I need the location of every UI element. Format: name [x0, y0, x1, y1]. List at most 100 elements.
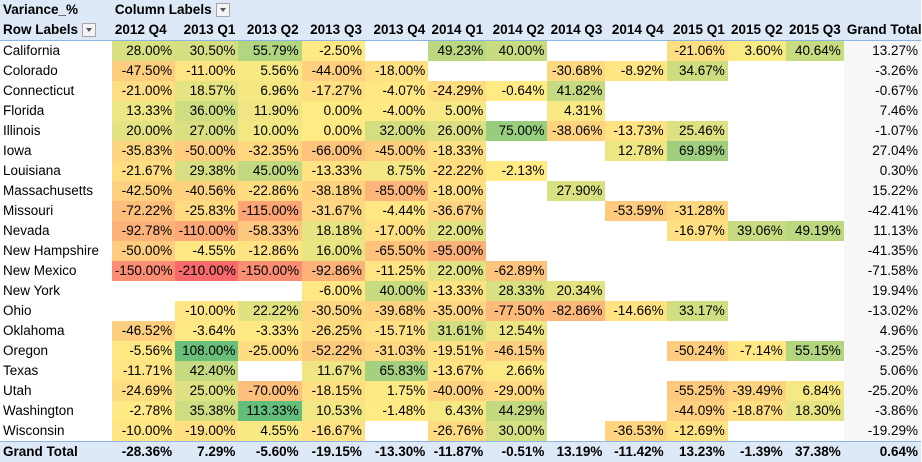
value-cell[interactable]: -115.00% [238, 201, 301, 221]
value-cell[interactable] [605, 101, 666, 121]
grand-total-cell[interactable]: 13.19% [547, 442, 605, 462]
value-cell[interactable]: -47.50% [112, 61, 175, 81]
value-cell[interactable]: 40.64% [786, 41, 844, 62]
value-cell[interactable]: 0.00% [302, 121, 365, 141]
column-filter-dropdown-icon[interactable] [216, 3, 230, 17]
value-cell[interactable]: -95.00% [428, 241, 486, 261]
value-cell[interactable] [547, 341, 605, 361]
value-cell[interactable] [605, 321, 666, 341]
value-cell[interactable] [547, 161, 605, 181]
value-cell[interactable]: -22.86% [238, 181, 301, 201]
value-cell[interactable] [786, 161, 844, 181]
value-cell[interactable] [486, 141, 547, 161]
value-cell[interactable]: -36.53% [605, 421, 666, 442]
value-cell[interactable]: -4.55% [175, 241, 238, 261]
value-cell[interactable]: 34.67% [667, 61, 728, 81]
value-cell[interactable]: -70.00% [238, 381, 301, 401]
value-cell[interactable]: -4.44% [365, 201, 428, 221]
row-grand-total-cell[interactable]: 27.04% [844, 141, 921, 161]
value-cell[interactable] [786, 101, 844, 121]
value-cell[interactable]: -0.64% [486, 81, 547, 101]
value-cell[interactable] [605, 161, 666, 181]
value-cell[interactable]: -44.00% [302, 61, 365, 81]
value-cell[interactable]: -3.64% [175, 321, 238, 341]
value-cell[interactable]: -39.68% [365, 301, 428, 321]
value-cell[interactable]: -3.33% [238, 321, 301, 341]
value-cell[interactable]: -82.86% [547, 301, 605, 321]
value-cell[interactable]: -66.00% [302, 141, 365, 161]
value-cell[interactable]: -19.51% [428, 341, 486, 361]
row-grand-total-cell[interactable]: -0.67% [844, 81, 921, 101]
value-cell[interactable]: 10.53% [302, 401, 365, 421]
value-cell[interactable]: 27.90% [547, 181, 605, 201]
value-cell[interactable]: -15.71% [365, 321, 428, 341]
value-cell[interactable]: 25.00% [175, 381, 238, 401]
row-grand-total-cell[interactable]: -25.20% [844, 381, 921, 401]
value-cell[interactable]: -10.00% [175, 301, 238, 321]
value-cell[interactable]: 35.38% [175, 401, 238, 421]
row-grand-total-cell[interactable]: -42.41% [844, 201, 921, 221]
value-cell[interactable]: -62.89% [486, 261, 547, 281]
value-cell[interactable] [667, 281, 728, 301]
row-grand-total-cell[interactable]: 7.46% [844, 101, 921, 121]
row-label[interactable]: California [0, 41, 112, 62]
value-cell[interactable]: 22.00% [428, 221, 486, 241]
row-grand-total-cell[interactable]: -3.25% [844, 341, 921, 361]
value-cell[interactable] [786, 241, 844, 261]
value-cell[interactable]: -6.00% [302, 281, 365, 301]
row-filter-dropdown-icon[interactable] [82, 23, 96, 37]
value-cell[interactable] [486, 201, 547, 221]
row-label[interactable]: New York [0, 281, 112, 301]
value-cell[interactable]: -24.29% [428, 81, 486, 101]
value-cell[interactable]: -25.83% [175, 201, 238, 221]
value-cell[interactable] [547, 241, 605, 261]
value-cell[interactable] [547, 321, 605, 341]
value-cell[interactable]: 29.38% [175, 161, 238, 181]
row-label[interactable]: Wisconsin [0, 421, 112, 442]
value-cell[interactable]: -13.73% [605, 121, 666, 141]
grand-total-label[interactable]: Grand Total [0, 442, 112, 462]
value-cell[interactable]: 55.15% [786, 341, 844, 361]
value-cell[interactable]: 33.17% [667, 301, 728, 321]
grand-total-cell[interactable]: 13.23% [667, 442, 728, 462]
value-cell[interactable] [728, 61, 786, 81]
value-cell[interactable]: -210.00% [175, 261, 238, 281]
value-cell[interactable] [605, 81, 666, 101]
value-cell[interactable]: -2.13% [486, 161, 547, 181]
value-cell[interactable]: -14.66% [605, 301, 666, 321]
value-cell[interactable] [728, 301, 786, 321]
value-cell[interactable]: 30.00% [486, 421, 547, 442]
value-cell[interactable]: 28.33% [486, 281, 547, 301]
row-label[interactable]: Missouri [0, 201, 112, 221]
value-cell[interactable]: -52.22% [302, 341, 365, 361]
value-cell[interactable]: -50.24% [667, 341, 728, 361]
row-label[interactable]: Massachusetts [0, 181, 112, 201]
value-cell[interactable]: 20.00% [112, 121, 175, 141]
value-cell[interactable]: -17.00% [365, 221, 428, 241]
value-cell[interactable]: -31.03% [365, 341, 428, 361]
value-cell[interactable]: -31.28% [667, 201, 728, 221]
value-cell[interactable]: -45.00% [365, 141, 428, 161]
value-cell[interactable]: -77.50% [486, 301, 547, 321]
value-cell[interactable]: -5.56% [112, 341, 175, 361]
value-cell[interactable]: -30.68% [547, 61, 605, 81]
value-cell[interactable]: -18.00% [428, 181, 486, 201]
value-cell[interactable] [175, 281, 238, 301]
value-cell[interactable] [786, 261, 844, 281]
value-cell[interactable]: 65.83% [365, 361, 428, 381]
grand-total-cell[interactable]: -5.60% [238, 442, 301, 462]
value-cell[interactable]: 113.33% [238, 401, 301, 421]
value-cell[interactable]: 16.00% [302, 241, 365, 261]
row-label[interactable]: Ohio [0, 301, 112, 321]
row-grand-total-cell[interactable]: 11.13% [844, 221, 921, 241]
value-cell[interactable]: -24.69% [112, 381, 175, 401]
row-grand-total-cell[interactable]: -19.29% [844, 421, 921, 442]
value-cell[interactable] [786, 181, 844, 201]
value-cell[interactable]: -26.76% [428, 421, 486, 442]
value-cell[interactable]: -38.18% [302, 181, 365, 201]
value-cell[interactable]: 4.31% [547, 101, 605, 121]
value-cell[interactable] [486, 101, 547, 121]
value-cell[interactable]: -35.83% [112, 141, 175, 161]
value-cell[interactable]: 40.00% [486, 41, 547, 62]
value-cell[interactable] [605, 181, 666, 201]
